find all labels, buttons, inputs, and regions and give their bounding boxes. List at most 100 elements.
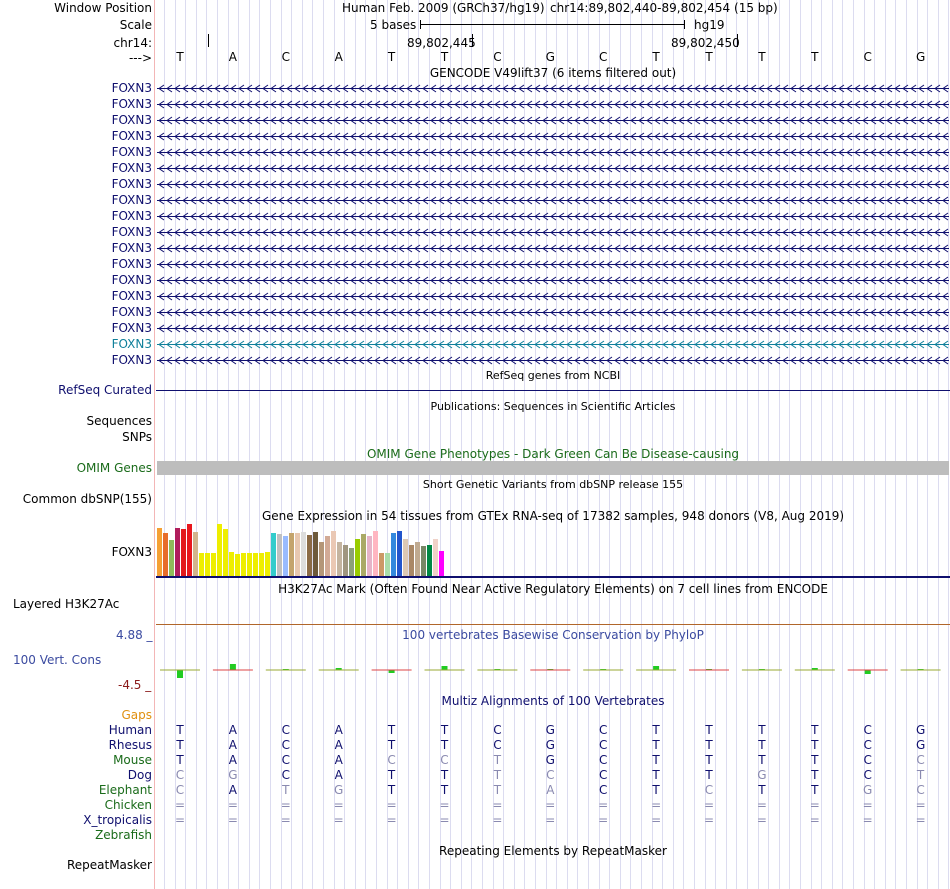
multiz-species-label[interactable]: Chicken [104,798,152,812]
multiz-species-label[interactable]: Human [108,723,152,737]
gtex-tissue-bar[interactable] [373,531,378,576]
gtex-tissue-bar[interactable] [175,528,180,576]
publications-sequences-label[interactable]: Sequences [86,414,152,428]
cons-score-bar[interactable] [335,668,342,670]
gencode-gene-label[interactable]: FOXN3 [111,353,152,367]
multiz-species-label[interactable]: Rhesus [108,738,152,752]
gtex-tissue-bar[interactable] [307,535,312,576]
gtex-tissue-bar[interactable] [379,553,384,576]
gencode-transcript[interactable] [157,308,949,317]
gencode-gene-label[interactable]: FOXN3 [111,193,152,207]
cons-score-bar[interactable] [811,668,818,670]
cons-score-bar[interactable] [388,670,395,673]
gencode-gene-label[interactable]: FOXN3 [111,129,152,143]
gencode-gene-label[interactable]: FOXN3 [111,305,152,319]
gtex-tissue-bar[interactable] [355,539,360,576]
gtex-tissue-bar[interactable] [349,548,354,576]
gtex-tissue-bar[interactable] [211,553,216,576]
gtex-tissue-bar[interactable] [253,553,258,576]
gtex-tissue-bar[interactable] [187,524,192,576]
gencode-gene-label[interactable]: FOXN3 [111,257,152,271]
refseq-gene-line[interactable] [156,390,950,391]
refseq-track-label[interactable]: RefSeq Curated [58,383,152,397]
multiz-species-label[interactable]: Zebrafish [95,828,152,842]
gencode-transcript[interactable] [157,148,949,157]
gencode-gene-label[interactable]: FOXN3 [111,225,152,239]
gtex-tissue-bar[interactable] [283,536,288,576]
gencode-gene-label[interactable]: FOXN3 [111,273,152,287]
gtex-tissue-bar[interactable] [397,531,402,576]
gencode-transcript[interactable] [157,164,949,173]
gencode-transcript[interactable] [157,276,949,285]
multiz-species-label[interactable]: Mouse [113,753,152,767]
repeatmasker-track-label[interactable]: RepeatMasker [66,858,152,872]
gencode-transcript[interactable] [157,116,949,125]
multiz-species-label[interactable]: Dog [127,768,152,782]
gtex-tissue-bar[interactable] [301,532,306,576]
h3k27ac-track-label[interactable]: Layered H3K27Ac [13,597,120,611]
gencode-transcript[interactable] [157,356,949,365]
gencode-transcript[interactable] [157,228,949,237]
gtex-tissue-bar[interactable] [265,552,270,576]
gencode-gene-label[interactable]: FOXN3 [111,161,152,175]
gtex-tissue-bar[interactable] [367,536,372,576]
gtex-tissue-bar[interactable] [163,533,168,576]
gencode-gene-label[interactable]: FOXN3 [111,321,152,335]
publications-snps-label[interactable]: SNPs [122,430,152,444]
gtex-tissue-bar[interactable] [319,542,324,576]
gtex-tissue-bar[interactable] [217,524,222,576]
gencode-transcript[interactable] [157,212,949,221]
gtex-tissue-bar[interactable] [205,553,210,576]
gtex-tissue-bar[interactable] [403,539,408,576]
gencode-transcript[interactable] [157,180,949,189]
gtex-tissue-bar[interactable] [409,545,414,576]
gtex-tissue-bar[interactable] [271,533,276,576]
gencode-transcript[interactable] [157,324,949,333]
gtex-tissue-bar[interactable] [439,551,444,576]
gtex-tissue-bar[interactable] [331,531,336,576]
gtex-tissue-bar[interactable] [259,553,264,576]
dbsnp-track-label[interactable]: Common dbSNP(155) [22,492,152,506]
gtex-tissue-bar[interactable] [169,540,174,576]
gtex-tissue-bar[interactable] [433,539,438,576]
gencode-gene-label[interactable]: FOXN3 [111,81,152,95]
gencode-gene-label[interactable]: FOXN3 [111,241,152,255]
gencode-gene-label[interactable]: FOXN3 [111,97,152,111]
cons-track-label[interactable]: 100 Vert. Cons [13,653,102,667]
omim-track-label[interactable]: OMIM Genes [76,461,152,475]
gencode-gene-label[interactable]: FOXN3 [111,177,152,191]
gtex-tissue-bar[interactable] [235,554,240,576]
gtex-tissue-bar[interactable] [199,553,204,576]
gencode-gene-label[interactable]: FOXN3 [111,113,152,127]
gencode-gene-label[interactable]: FOXN3 [111,289,152,303]
cons-score-bar[interactable] [229,664,236,670]
gtex-tissue-bar[interactable] [247,553,252,576]
gtex-tissue-bar[interactable] [427,545,432,576]
gtex-tissue-bar[interactable] [277,534,282,576]
gtex-tissue-bar[interactable] [223,529,228,576]
gencode-transcript[interactable] [157,244,949,253]
gtex-track-label[interactable]: FOXN3 [111,545,152,559]
gtex-tissue-bar[interactable] [157,528,162,576]
gencode-transcript[interactable] [157,340,949,349]
gtex-tissue-bar[interactable] [313,532,318,576]
gtex-tissue-bar[interactable] [391,533,396,576]
gtex-tissue-bar[interactable] [337,542,342,576]
omim-gene-bar[interactable] [157,461,949,475]
gtex-tissue-bar[interactable] [295,533,300,576]
gencode-transcript[interactable] [157,84,949,93]
gtex-tissue-bar[interactable] [193,532,198,576]
position-text[interactable]: chr14:89,802,440-89,802,454 (15 bp) [550,1,778,15]
gencode-transcript[interactable] [157,292,949,301]
gtex-tissue-bar[interactable] [289,533,294,576]
gencode-gene-label[interactable]: FOXN3 [111,209,152,223]
multiz-species-label[interactable]: Elephant [98,783,152,797]
gencode-transcript[interactable] [157,100,949,109]
gtex-tissue-bar[interactable] [241,553,246,576]
gtex-tissue-bar[interactable] [361,534,366,576]
gencode-gene-label[interactable]: FOXN3 [111,145,152,159]
gencode-transcript[interactable] [157,132,949,141]
gtex-expression-chart[interactable] [156,520,950,578]
gencode-transcript[interactable] [157,260,949,269]
